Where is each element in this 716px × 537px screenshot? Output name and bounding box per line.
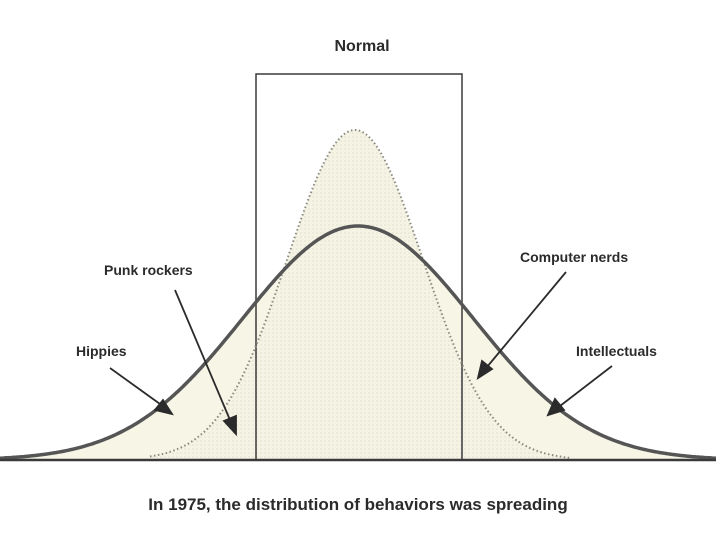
arrow-intellectuals: [546, 365, 613, 417]
narrow-curve-fill: [150, 130, 570, 460]
arrow-computer-nerds: [476, 271, 567, 380]
arrow-hippies: [109, 367, 174, 416]
annotation-punk-rockers: Punk rockers: [104, 262, 193, 278]
figure-caption: In 1975, the distribution of behaviors w…: [148, 495, 567, 514]
arrow-punk-rockers: [174, 289, 237, 437]
narrow-distribution-curve: [149, 129, 571, 459]
annotation-hippies: Hippies: [76, 343, 127, 359]
annotation-computer-nerds: Computer nerds: [520, 249, 628, 265]
figure-title: Normal: [334, 38, 389, 55]
annotation-intellectuals: Intellectuals: [576, 343, 657, 359]
wide-distribution-curve: [0, 224, 716, 460]
